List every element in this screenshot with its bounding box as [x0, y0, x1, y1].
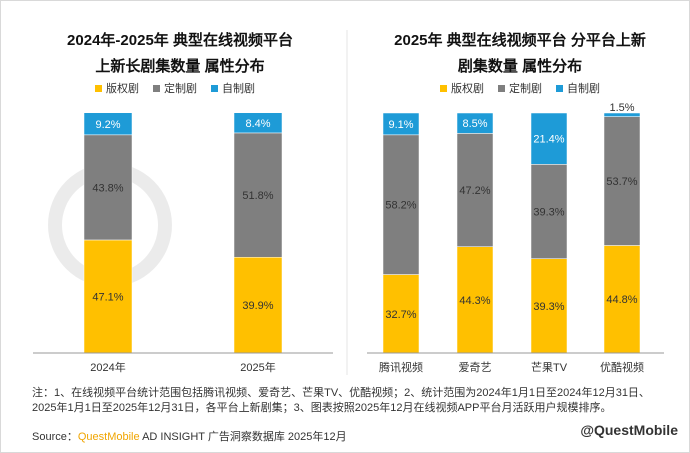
legend-item-licensed: 版权剧 — [440, 80, 484, 96]
bar-segment — [382, 134, 420, 275]
stacked-bar-charts: 47.1% 43.8% 9.2% 2024年 39.9% 51.8% 8.4% 2025年 32… — [33, 30, 664, 375]
footnote: 注：1、在线视频平台统计范围包括腾讯视频、爱奇艺、芒果TV、优酷视频；2、统计范… — [32, 387, 650, 414]
data-label: 21.4% — [533, 134, 564, 146]
legend-swatch — [95, 84, 102, 92]
bar-segment — [382, 112, 420, 136]
legend-swatch — [556, 84, 563, 92]
data-label: 9.1% — [388, 119, 413, 131]
right-title-line2: 剧集数量 属性分布 — [457, 58, 583, 75]
data-label: 1.5% — [609, 102, 634, 114]
data-label: 58.2% — [385, 200, 416, 212]
bar-segment — [530, 112, 568, 165]
watermark-handle: @QuestMobile — [580, 422, 678, 438]
data-label: 39.3% — [533, 301, 564, 313]
bar-segment — [603, 116, 641, 246]
right-title-line1: 2025年 典型在线视频平台 分平台上新 — [394, 32, 646, 49]
legend-label: 自制剧 — [567, 83, 600, 95]
legend-label: 定制剧 — [509, 83, 542, 95]
source-line: Source：QuestMobile AD INSIGHT 广告洞察数据库 20… — [32, 428, 347, 444]
source-rest: AD INSIGHT 广告洞察数据库 2025年12月 — [139, 431, 347, 443]
data-label: 44.8% — [606, 294, 637, 306]
legend-label: 定制剧 — [164, 83, 197, 95]
left-title-line2: 上新长剧集数量 属性分布 — [95, 58, 265, 75]
legend-swatch — [153, 84, 160, 92]
category-label: 优酷视频 — [600, 360, 644, 374]
data-label: 47.2% — [459, 185, 490, 197]
data-label: 39.3% — [533, 207, 564, 219]
data-label: 8.5% — [462, 118, 487, 130]
data-label: 47.1% — [92, 291, 123, 303]
bar-segment — [456, 112, 494, 134]
legend-item-custom: 定制剧 — [153, 80, 197, 96]
bar-segment — [233, 256, 283, 354]
right-legend: 版权剧 定制剧 自制剧 — [440, 80, 600, 96]
data-label: 8.4% — [245, 118, 270, 130]
category-label: 2024年 — [90, 360, 125, 374]
category-label: 芒果TV — [531, 361, 568, 374]
data-label: 53.7% — [606, 176, 637, 188]
bar-segment — [382, 274, 420, 354]
data-label: 43.8% — [92, 182, 123, 194]
bar-segment — [603, 245, 641, 354]
left-chart-title: 2024年-2025年 典型在线视频平台 上新长剧集数量 属性分布 — [20, 28, 340, 80]
left-legend: 版权剧 定制剧 自制剧 — [95, 80, 255, 96]
source-brand: QuestMobile — [77, 431, 140, 443]
bar-segment — [83, 239, 133, 354]
bar-segment — [530, 258, 568, 354]
data-label: 39.9% — [242, 300, 273, 312]
legend-item-original: 自制剧 — [556, 80, 600, 96]
legend-item-custom: 定制剧 — [498, 80, 542, 96]
data-label: 32.7% — [385, 309, 416, 321]
category-label: 腾讯视频 — [379, 360, 423, 374]
right-chart-title: 2025年 典型在线视频平台 分平台上新 剧集数量 属性分布 — [360, 28, 680, 80]
source-prefix: Source： — [32, 431, 78, 443]
legend-swatch — [440, 84, 447, 92]
legend-item-licensed: 版权剧 — [95, 80, 139, 96]
bar-segment — [83, 112, 133, 136]
bar-segment — [233, 132, 283, 258]
bar-segment — [233, 112, 283, 134]
bar-segment — [83, 134, 133, 241]
legend-label: 自制剧 — [222, 83, 255, 95]
data-label: 51.8% — [242, 190, 273, 202]
bar-segment — [456, 246, 494, 354]
data-label: 44.3% — [459, 295, 490, 307]
legend-swatch — [211, 84, 218, 92]
bar-segment — [603, 112, 641, 117]
legend-label: 版权剧 — [451, 83, 484, 95]
legend-swatch — [498, 84, 505, 92]
category-label: 2025年 — [240, 360, 275, 374]
category-label: 爱奇艺 — [459, 361, 492, 374]
bar-segment — [456, 133, 494, 247]
data-label: 9.2% — [95, 119, 120, 131]
legend-item-original: 自制剧 — [211, 80, 255, 96]
bar-segment — [530, 164, 568, 259]
legend-label: 版权剧 — [106, 83, 139, 95]
left-title-line1: 2024年-2025年 典型在线视频平台 — [67, 32, 293, 49]
